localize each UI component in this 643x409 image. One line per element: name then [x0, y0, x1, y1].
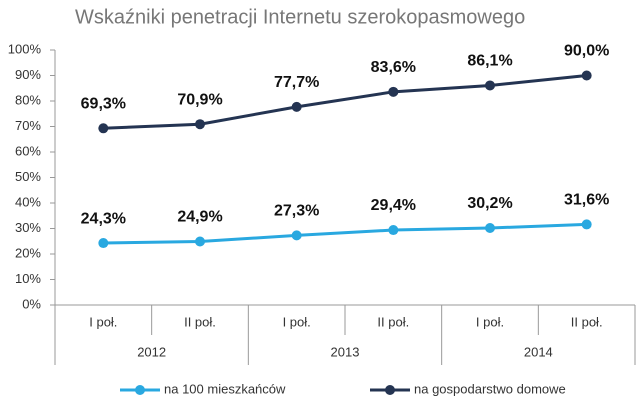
data-point — [485, 80, 495, 91]
data-point — [195, 119, 205, 130]
group-label: 2014 — [524, 344, 553, 359]
data-point — [485, 222, 495, 233]
y-tick-label: 90% — [15, 67, 41, 82]
data-point — [388, 225, 399, 236]
data-label: 29,4% — [371, 197, 416, 214]
data-label: 83,6% — [371, 59, 416, 76]
data-label: 90,0% — [564, 43, 609, 60]
y-tick-label: 80% — [15, 92, 41, 107]
group-label: 2013 — [331, 344, 360, 359]
x-tick-label: I poł. — [89, 314, 117, 329]
x-tick-label: II poł. — [377, 314, 409, 329]
series-line — [103, 222, 587, 245]
y-tick-label: 20% — [15, 245, 41, 260]
legend-marker — [135, 385, 145, 395]
legend-marker — [385, 385, 395, 395]
data-label: 24,3% — [81, 210, 126, 227]
data-point — [291, 230, 302, 241]
data-point — [388, 86, 399, 97]
data-point — [195, 236, 205, 247]
data-label: 86,1% — [467, 53, 512, 70]
group-label: 2012 — [137, 344, 166, 359]
data-point — [98, 123, 109, 134]
data-point — [291, 101, 302, 112]
data-label: 27,3% — [274, 203, 319, 220]
y-tick-label: 40% — [15, 194, 41, 209]
data-label: 24,9% — [177, 209, 222, 226]
data-label: 31,6% — [564, 192, 609, 209]
y-tick-label: 100% — [8, 41, 42, 56]
series-line — [103, 74, 587, 130]
data-point — [581, 219, 592, 230]
x-tick-label: I poł. — [283, 314, 311, 329]
y-tick-label: 30% — [15, 220, 41, 235]
data-point — [98, 238, 109, 249]
data-label: 30,2% — [467, 195, 512, 212]
y-tick-label: 70% — [15, 118, 41, 133]
legend-label: na 100 mieszkańców — [164, 381, 286, 396]
x-tick-label: I poł. — [476, 314, 504, 329]
y-tick-label: 60% — [15, 143, 41, 158]
y-tick-label: 10% — [15, 271, 41, 286]
data-label: 70,9% — [177, 91, 222, 108]
legend-label: na gospodarstwo domowe — [414, 381, 566, 396]
data-label: 69,3% — [81, 96, 126, 113]
data-point — [581, 70, 592, 81]
x-tick-label: II poł. — [571, 314, 603, 329]
data-label: 77,7% — [274, 74, 319, 91]
x-tick-label: II poł. — [184, 314, 216, 329]
y-tick-label: 50% — [15, 169, 41, 184]
chart-title: Wskaźniki penetracji Internetu szerokopa… — [75, 6, 525, 28]
y-tick-label: 0% — [22, 296, 41, 311]
